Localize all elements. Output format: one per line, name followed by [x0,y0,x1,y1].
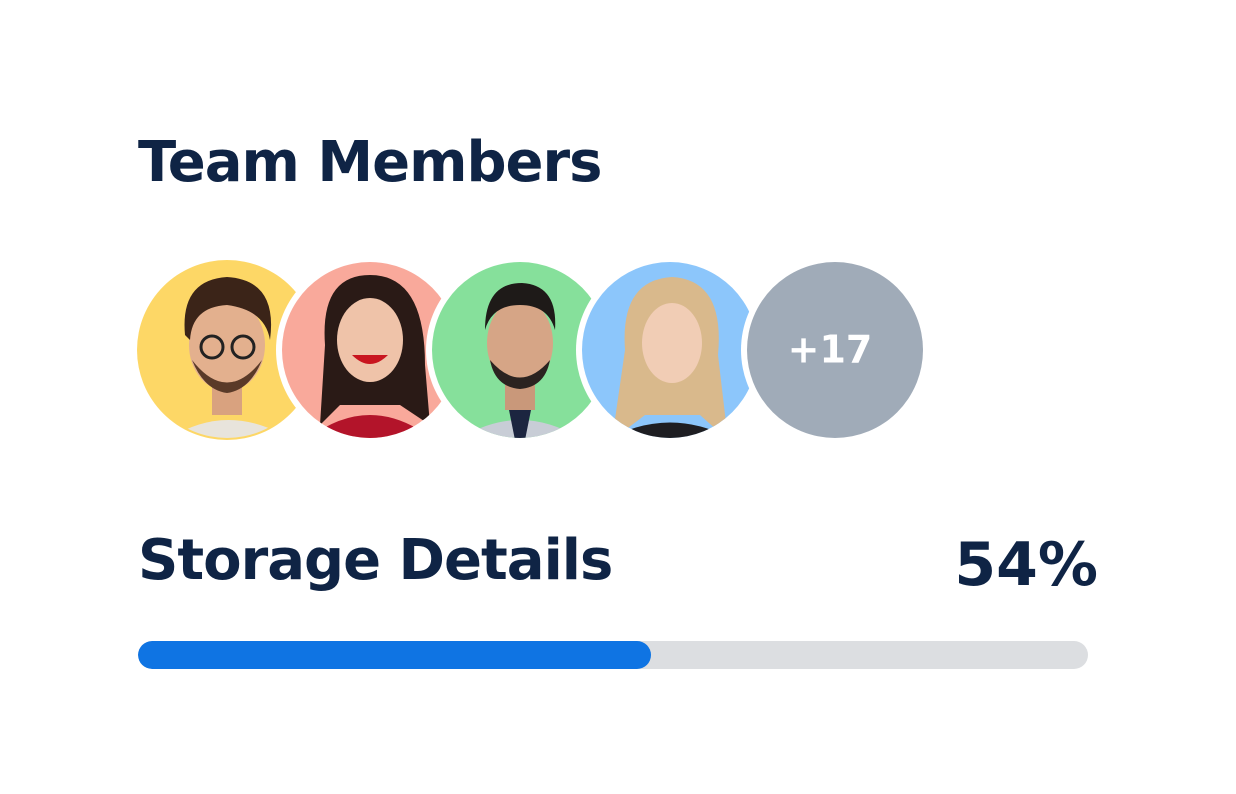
avatar[interactable] [137,260,317,445]
avatar[interactable] [576,256,764,450]
team-title: Team Members [138,130,602,195]
avatar-group: +17 [137,256,929,450]
storage-title: Storage Details [138,528,613,593]
storage-percent: 54% [954,530,1098,600]
progress-fill [138,641,651,669]
avatar[interactable] [276,256,464,445]
avatar[interactable] [426,256,614,445]
progress-track [138,641,1088,669]
more-members[interactable]: +17 [741,256,929,444]
more-count: +17 [788,328,873,372]
